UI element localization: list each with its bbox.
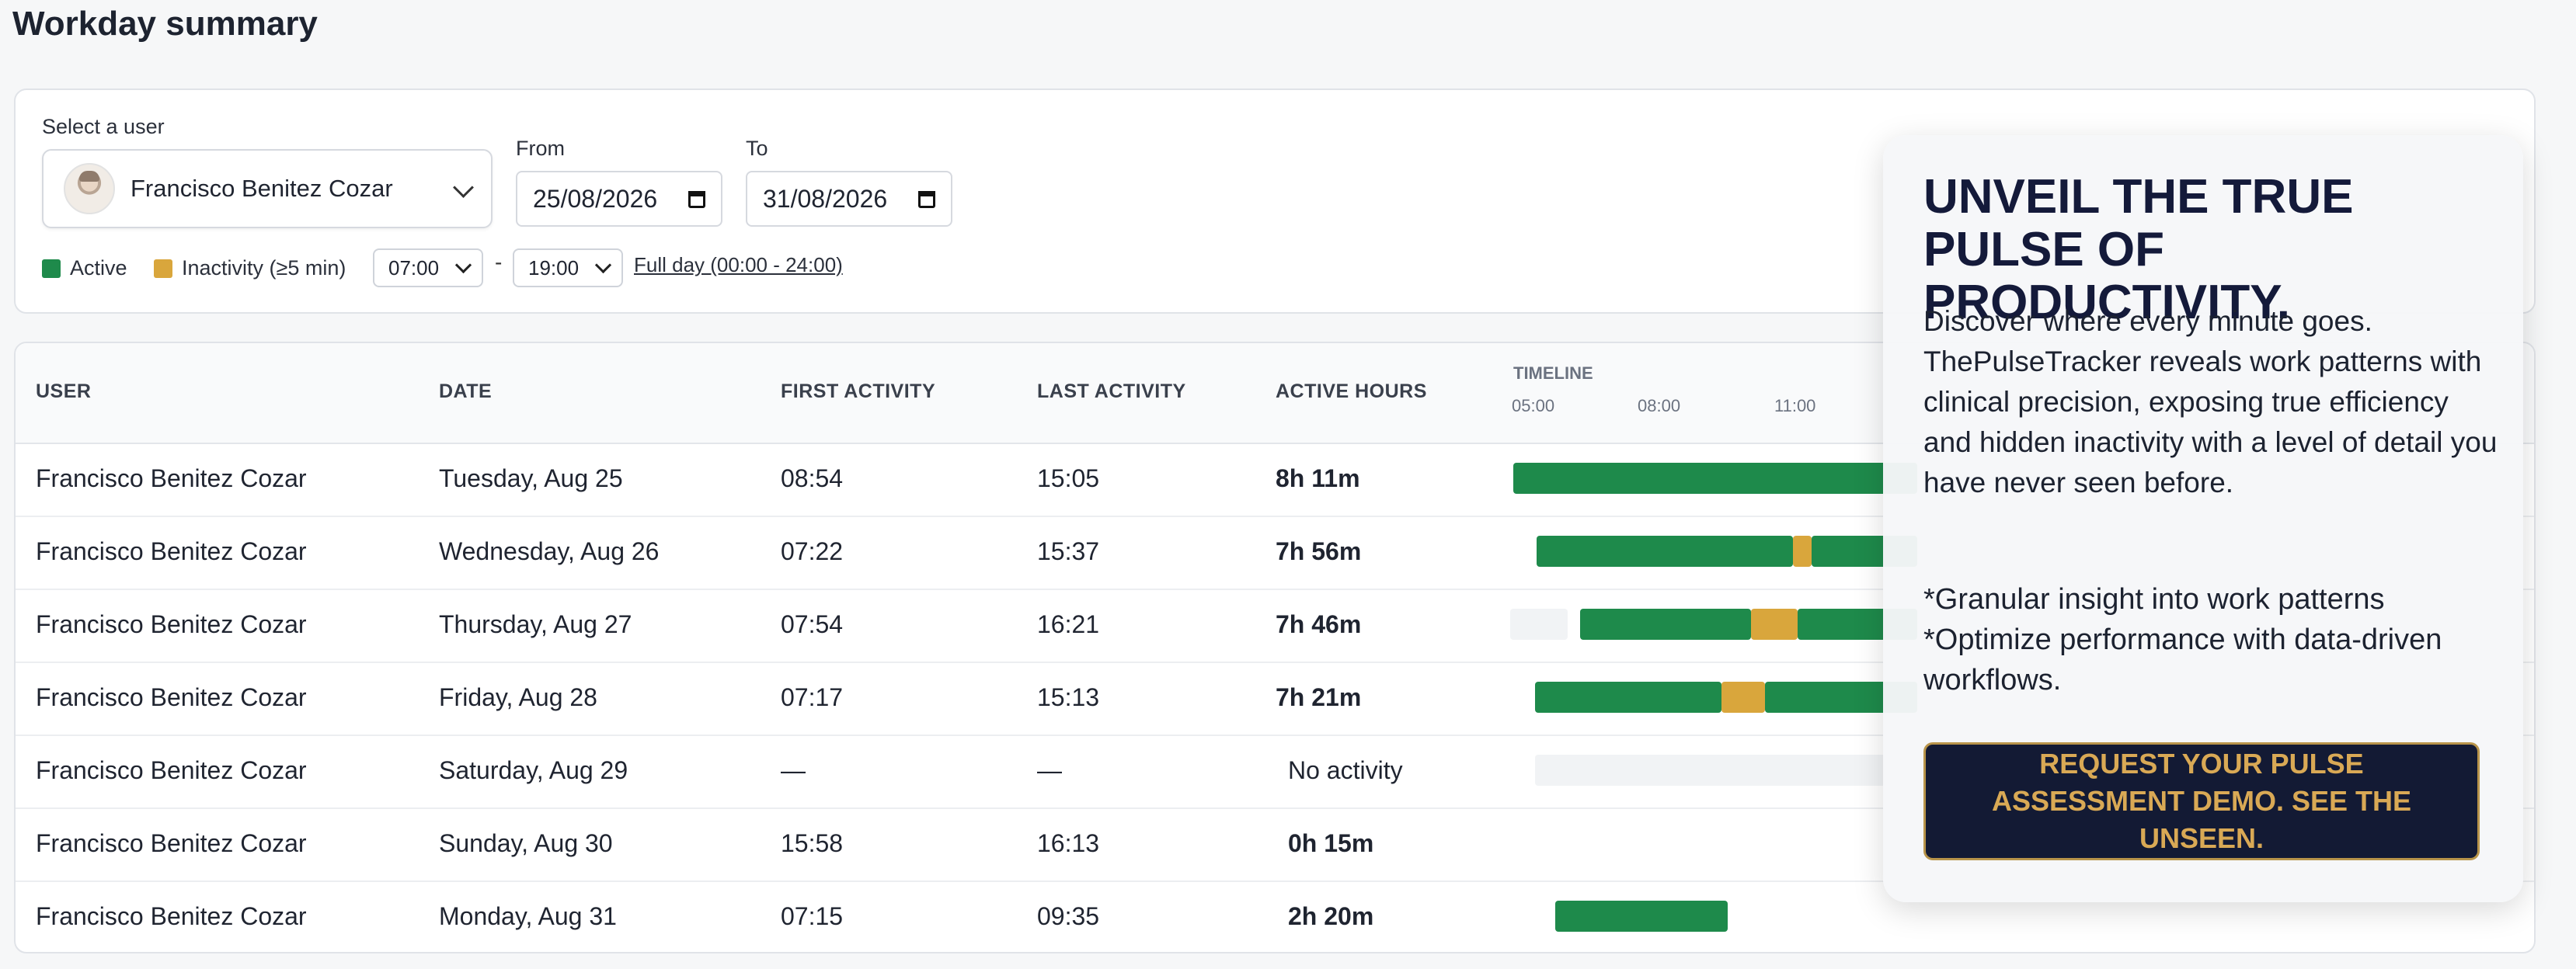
user-cell: Francisco Benitez Cozar: [36, 829, 307, 857]
avatar: [64, 163, 115, 214]
promo-popup: UNVEIL THE TRUE PULSE OF PRODUCTIVITY. D…: [1883, 135, 2523, 902]
column-header-date[interactable]: DATE: [439, 380, 493, 402]
timeline-tick: 11:00: [1774, 396, 1816, 415]
from-label: From: [516, 137, 565, 160]
inactivity-segment: [1751, 609, 1798, 640]
last-activity-cell: —: [1037, 756, 1062, 784]
table-row[interactable]: Francisco Benitez Cozar Friday, Aug 28 0…: [16, 662, 2534, 736]
last-activity-cell: 15:05: [1037, 464, 1100, 492]
active-hours-cell: 2h 20m: [1288, 902, 1374, 930]
date-cell: Sunday, Aug 30: [439, 829, 613, 857]
user-select-label: Select a user: [42, 115, 165, 138]
start-time-select[interactable]: 07:00: [373, 248, 483, 287]
column-header-timeline: TIMELINE: [1513, 363, 1593, 383]
first-activity-cell: —: [781, 756, 806, 784]
active-segment: [1580, 609, 1751, 640]
active-hours-cell: 8h 11m: [1276, 464, 1360, 492]
active-segment: [1513, 463, 1917, 494]
first-activity-cell: 07:17: [781, 683, 844, 711]
table-row[interactable]: Francisco Benitez Cozar Monday, Aug 31 0…: [16, 880, 2534, 952]
first-activity-cell: 08:54: [781, 464, 844, 492]
first-activity-cell: 07:15: [781, 902, 844, 930]
first-activity-cell: 15:58: [781, 829, 844, 857]
column-header-last-activity[interactable]: LAST ACTIVITY: [1037, 380, 1186, 402]
date-cell: Friday, Aug 28: [439, 683, 597, 711]
active-hours-cell: 7h 21m: [1276, 683, 1362, 711]
promo-body: Discover where every minute goes. ThePul…: [1923, 305, 2498, 498]
promo-bullets: *Granular insight into work patterns *Op…: [1923, 579, 2498, 700]
full-day-link[interactable]: Full day (00:00 - 24:00): [634, 253, 843, 276]
time-range-separator: -: [495, 250, 503, 274]
user-cell: Francisco Benitez Cozar: [36, 610, 307, 638]
timeline-tick: 08:00: [1638, 396, 1681, 415]
user-cell: Francisco Benitez Cozar: [36, 756, 307, 784]
active-hours-cell: 7h 56m: [1276, 537, 1362, 565]
table-row[interactable]: Francisco Benitez Cozar Thursday, Aug 27…: [16, 589, 2534, 663]
last-activity-cell: 09:35: [1037, 902, 1100, 930]
date-cell: Monday, Aug 31: [439, 902, 617, 930]
chevron-down-icon: [453, 177, 474, 198]
from-date-value: 25/08/2026: [533, 184, 658, 213]
active-segment: [1535, 682, 1721, 713]
promo-bullet: *Granular insight into work patterns: [1923, 583, 2385, 616]
table-row[interactable]: Francisco Benitez Cozar Sunday, Aug 30 1…: [16, 808, 2534, 882]
inactivity-legend-swatch: [154, 259, 172, 278]
request-demo-button[interactable]: REQUEST YOUR PULSE ASSESSMENT DEMO. SEE …: [1923, 742, 2480, 860]
first-activity-cell: 07:54: [781, 610, 844, 638]
inactivity-legend-label: Inactivity (≥5 min): [182, 256, 346, 280]
offline-segment: [1535, 755, 1917, 786]
to-date-input[interactable]: 31/08/2026: [746, 171, 952, 227]
user-cell: Francisco Benitez Cozar: [36, 902, 307, 930]
offline-segment: [1510, 609, 1568, 640]
end-time-value: 19:00: [528, 255, 580, 280]
user-cell: Francisco Benitez Cozar: [36, 683, 307, 711]
active-segment: [1555, 901, 1728, 932]
column-header-user[interactable]: USER: [36, 380, 92, 402]
user-cell: Francisco Benitez Cozar: [36, 464, 307, 492]
column-header-active-hours[interactable]: ACTIVE HOURS: [1276, 380, 1427, 402]
start-time-value: 07:00: [388, 255, 440, 280]
promo-title: UNVEIL THE TRUE PULSE OF PRODUCTIVITY.: [1923, 170, 2354, 329]
active-hours-cell: 7h 46m: [1276, 610, 1362, 638]
active-legend-label: Active: [70, 256, 127, 280]
first-activity-cell: 07:22: [781, 537, 844, 565]
chevron-down-icon: [454, 256, 472, 274]
table-row[interactable]: Francisco Benitez Cozar Wednesday, Aug 2…: [16, 516, 2534, 590]
timeline-tick: 05:00: [1512, 396, 1555, 415]
user-cell: Francisco Benitez Cozar: [36, 537, 307, 565]
last-activity-cell: 16:13: [1037, 829, 1100, 857]
inactivity-segment: [1793, 536, 1812, 567]
active-hours-cell: No activity: [1288, 756, 1403, 784]
promo-bullet: *Optimize performance with data-driven w…: [1923, 623, 2442, 696]
active-legend-swatch: [42, 259, 61, 278]
date-cell: Tuesday, Aug 25: [439, 464, 623, 492]
from-date-input[interactable]: 25/08/2026: [516, 171, 722, 227]
to-date-value: 31/08/2026: [763, 184, 888, 213]
user-select[interactable]: Francisco Benitez Cozar: [42, 149, 493, 228]
calendar-icon[interactable]: [918, 191, 935, 208]
inactivity-segment: [1721, 682, 1765, 713]
last-activity-cell: 15:13: [1037, 683, 1100, 711]
selected-user-name: Francisco Benitez Cozar: [131, 175, 393, 202]
end-time-select[interactable]: 19:00: [513, 248, 623, 287]
active-hours-cell: 0h 15m: [1288, 829, 1374, 857]
last-activity-cell: 15:37: [1037, 537, 1100, 565]
active-segment: [1537, 536, 1793, 567]
last-activity-cell: 16:21: [1037, 610, 1100, 638]
table-row[interactable]: Francisco Benitez Cozar Saturday, Aug 29…: [16, 735, 2534, 809]
to-label: To: [746, 137, 768, 160]
calendar-icon[interactable]: [688, 191, 705, 208]
date-cell: Wednesday, Aug 26: [439, 537, 660, 565]
column-header-first-activity[interactable]: FIRST ACTIVITY: [781, 380, 936, 402]
table-row[interactable]: Francisco Benitez Cozar Tuesday, Aug 25 …: [16, 443, 2534, 517]
page-title: Workday summary: [12, 5, 318, 43]
date-cell: Saturday, Aug 29: [439, 756, 628, 784]
date-cell: Thursday, Aug 27: [439, 610, 632, 638]
chevron-down-icon: [594, 256, 612, 274]
